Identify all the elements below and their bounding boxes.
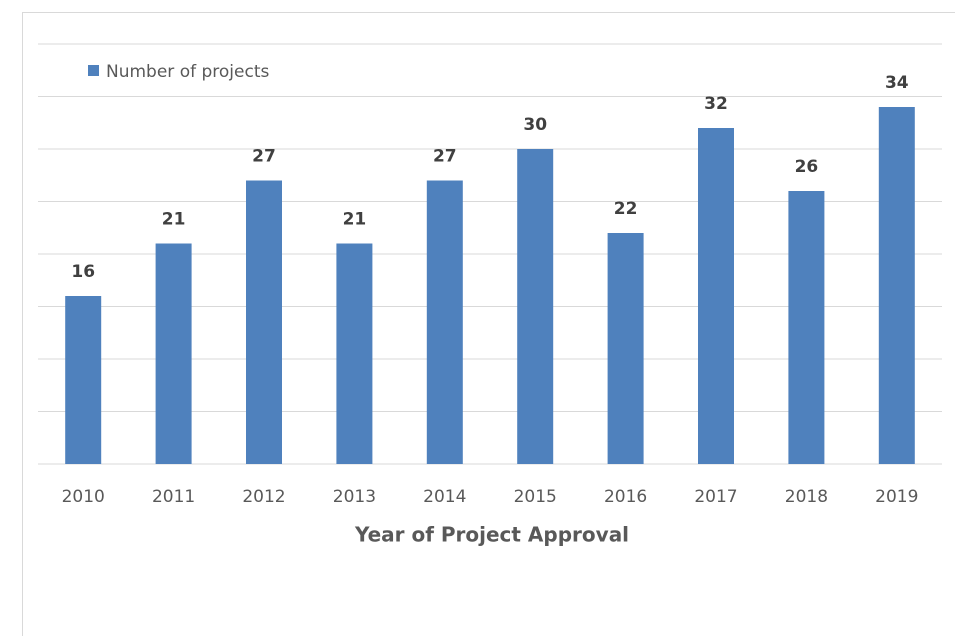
x-tick-label: 2014	[423, 487, 466, 507]
data-label: 21	[162, 210, 186, 230]
data-label: 32	[704, 94, 728, 114]
legend-label: Number of projects	[106, 62, 269, 82]
data-label: 27	[252, 147, 276, 167]
data-label: 16	[71, 262, 95, 282]
x-tick-label: 2010	[62, 487, 105, 507]
x-tick-label: 2019	[875, 487, 918, 507]
data-label: 30	[523, 115, 547, 135]
x-tick-label: 2018	[785, 487, 828, 507]
bar	[336, 243, 373, 464]
bar	[788, 191, 825, 464]
x-tick-label: 2017	[694, 487, 737, 507]
legend-swatch	[88, 65, 99, 76]
bar	[246, 180, 282, 464]
data-label: 21	[343, 210, 367, 230]
x-tick-label: 2015	[514, 487, 557, 507]
x-tick-label: 2012	[242, 487, 285, 507]
x-tick-label: 2016	[604, 487, 647, 507]
bar	[517, 149, 554, 464]
data-label: 22	[614, 199, 638, 219]
bar	[698, 128, 734, 464]
bar	[607, 233, 644, 464]
bar	[155, 243, 192, 464]
x-tick-label: 2011	[152, 487, 195, 507]
bar	[65, 296, 102, 464]
bar	[426, 180, 463, 464]
x-tick-label: 2013	[333, 487, 376, 507]
x-axis-label: Year of Project Approval	[354, 523, 629, 547]
data-label: 34	[885, 73, 909, 93]
bar	[878, 107, 915, 464]
data-label: 26	[795, 157, 819, 177]
data-label: 27	[433, 147, 457, 167]
